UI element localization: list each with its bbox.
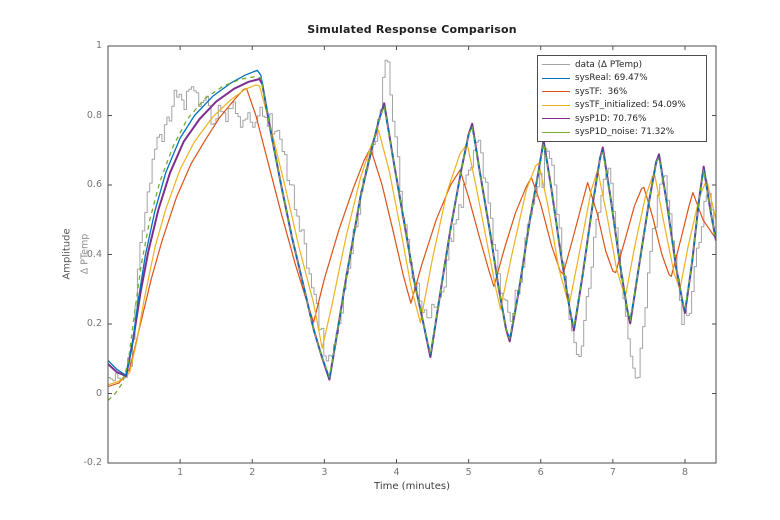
series-systf bbox=[108, 87, 716, 388]
x-tick-label: 5 bbox=[465, 467, 472, 478]
series-systf-initialized bbox=[108, 84, 716, 386]
legend-line-sample bbox=[542, 104, 570, 106]
y-tick-label: 0.8 bbox=[86, 109, 102, 121]
legend-line-sample bbox=[542, 77, 570, 79]
x-tick-label: 6 bbox=[537, 467, 544, 478]
legend-entry: sysTF: 36% bbox=[538, 85, 706, 98]
x-tick-label: 3 bbox=[321, 467, 328, 478]
legend: data (Δ PTemp) sysReal: 69.47% sysTF: 36% s… bbox=[537, 55, 707, 142]
chart-title: Simulated Response Comparison bbox=[307, 23, 517, 36]
series-data-ptemp- bbox=[108, 59, 716, 382]
x-tick-label: 4 bbox=[393, 467, 400, 478]
x-axis-label: Time (minutes) bbox=[374, 481, 450, 492]
x-tick-label: 2 bbox=[249, 467, 256, 478]
y-tick-label: 1 bbox=[95, 40, 102, 51]
y-tick-label: -0.2 bbox=[83, 457, 102, 468]
y-tick-label: 0.4 bbox=[86, 248, 102, 260]
legend-entry: sysP1D: 70.76% bbox=[538, 112, 706, 125]
legend-line-sample bbox=[542, 118, 570, 120]
legend-label: sysP1D_noise: 71.32% bbox=[575, 127, 675, 138]
legend-label: sysTF: 36% bbox=[575, 86, 628, 97]
legend-label: sysTF_initialized: 54.09% bbox=[575, 100, 686, 111]
x-tick-label: 1 bbox=[177, 467, 184, 478]
y-axis-label-channel: Δ PTemp bbox=[79, 233, 91, 275]
legend-label: sysReal: 69.47% bbox=[575, 73, 648, 84]
x-tick-label: 8 bbox=[681, 467, 688, 478]
y-tick-label: 0.2 bbox=[86, 318, 102, 329]
x-tick-label: 7 bbox=[609, 467, 616, 478]
series-sysp1d-noise bbox=[108, 75, 716, 401]
legend-label: sysP1D: 70.76% bbox=[575, 113, 647, 124]
legend-line-sample bbox=[542, 91, 570, 93]
legend-entry: sysP1D_noise: 71.32% bbox=[538, 126, 706, 139]
legend-entry: data (Δ PTemp) bbox=[538, 58, 706, 71]
y-tick-label: 0.6 bbox=[86, 179, 102, 190]
y-axis-label-amplitude: Amplitude bbox=[61, 228, 73, 280]
legend-entry: sysReal: 69.47% bbox=[538, 72, 706, 85]
legend-line-sample bbox=[542, 131, 570, 133]
legend-label: data (Δ PTemp) bbox=[575, 59, 643, 70]
y-tick-label: 0 bbox=[95, 387, 102, 399]
tick-marks bbox=[108, 45, 716, 464]
series-layer bbox=[108, 59, 716, 401]
legend-entry: sysTF_initialized: 54.09% bbox=[538, 99, 706, 112]
legend-line-sample bbox=[542, 64, 570, 66]
